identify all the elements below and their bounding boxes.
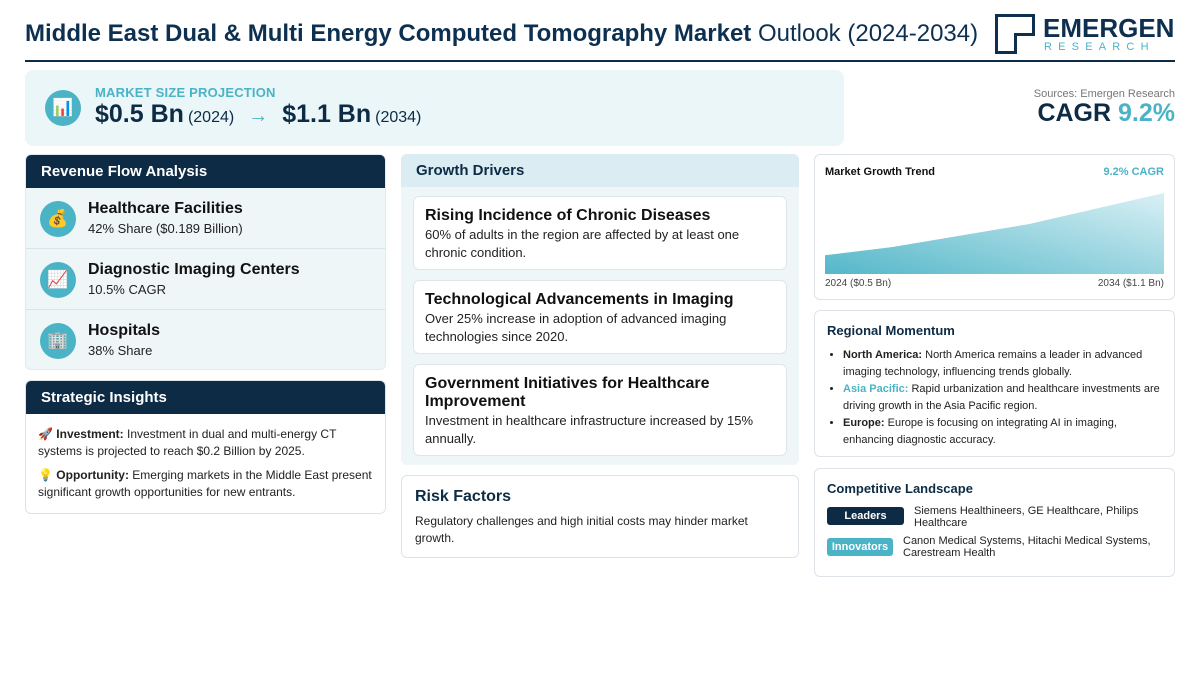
insight-label: Investment: xyxy=(56,427,124,441)
revenue-item: 📈 Diagnostic Imaging Centers 10.5% CAGR xyxy=(26,249,385,310)
revenue-item-sub: 10.5% CAGR xyxy=(88,282,167,297)
end-year: (2034) xyxy=(375,109,422,126)
market-growth-trend-card: Market Growth Trend 9.2% CAGR 2024 ($0.5… xyxy=(814,154,1175,300)
trend-end-label: 2034 ($1.1 Bn) xyxy=(1097,278,1164,289)
revenue-item-title: Hospitals xyxy=(88,322,161,339)
region-text: Europe is focusing on integrating AI in … xyxy=(843,417,1117,446)
driver-card: Technological Advancements in Imaging Ov… xyxy=(413,280,787,354)
revenue-item-sub: 42% Share ($0.189 Billion) xyxy=(88,221,243,236)
start-year: (2024) xyxy=(187,109,235,126)
insight-item: 💡 Opportunity: Emerging markets in the M… xyxy=(38,467,373,501)
region-name: Asia Pacific: xyxy=(843,383,909,395)
driver-desc: Investment in healthcare infrastructure … xyxy=(425,413,754,446)
revenue-item-title: Diagnostic Imaging Centers xyxy=(88,261,300,278)
bar-chart-icon: 📊 xyxy=(45,90,81,126)
chart-up-icon: 📈 xyxy=(40,262,76,298)
growth-drivers-title: Growth Drivers xyxy=(401,154,799,187)
trend-start-label: 2024 ($0.5 Bn) xyxy=(825,278,892,289)
start-value: $0.5 Bn xyxy=(95,100,184,128)
driver-title: Rising Incidence of Chronic Diseases xyxy=(425,207,711,224)
driver-card: Government Initiatives for Healthcare Im… xyxy=(413,364,787,456)
trend-area-chart xyxy=(825,193,1164,274)
insight-item: 🚀 Investment: Investment in dual and mul… xyxy=(38,426,373,460)
revenue-flow-title: Revenue Flow Analysis xyxy=(26,155,385,188)
lightbulb-icon: 💡 xyxy=(38,468,53,482)
arrow-right-icon: → xyxy=(248,105,269,127)
market-size-projection: 📊 MARKET SIZE PROJECTION $0.5 Bn (2024) → $… xyxy=(25,70,844,146)
rocket-icon: 🚀 xyxy=(38,427,53,441)
regional-momentum-card: Regional Momentum North America: North A… xyxy=(814,310,1175,457)
projection-values: $0.5 Bn (2024) → $1.1 Bn (2034) xyxy=(95,100,421,129)
revenue-item-title: Healthcare Facilities xyxy=(88,200,243,217)
logo-word: EMERGEN xyxy=(1043,13,1175,43)
insight-label: Opportunity: xyxy=(56,468,129,482)
regional-title: Regional Momentum xyxy=(827,323,955,338)
end-value: $1.1 Bn xyxy=(282,100,372,128)
revenue-item: 🏢 Hospitals 38% Share xyxy=(26,310,385,369)
insight-text: Investment in dual and multi-energy CT s… xyxy=(38,427,337,458)
competitive-title: Competitive Landscape xyxy=(827,481,973,496)
logo-mark-icon xyxy=(995,14,1035,54)
projection-label: MARKET SIZE PROJECTION xyxy=(95,85,276,100)
revenue-flow-card: Revenue Flow Analysis 💰 Healthcare Facil… xyxy=(25,154,386,370)
trend-cagr: 9.2% CAGR xyxy=(1103,166,1164,178)
region-name: North America: xyxy=(843,349,923,361)
list-item: Europe: Europe is focusing on integratin… xyxy=(843,415,1162,448)
driver-desc: 60% of adults in the region are affected… xyxy=(425,227,740,260)
title-rest: Outlook (2024-2034) xyxy=(757,20,979,47)
strategic-insights-body: 🚀 Investment: Investment in dual and mul… xyxy=(26,414,385,513)
revenue-item-sub: 38% Share xyxy=(88,343,153,358)
strategic-insights-card: Strategic Insights 🚀 Investment: Investm… xyxy=(25,380,386,514)
driver-desc: Over 25% increase in adoption of advance… xyxy=(425,311,727,344)
building-icon: 🏢 xyxy=(40,323,76,359)
risk-factors-card: Risk Factors Regulatory challenges and h… xyxy=(401,475,799,558)
strategic-insights-title: Strategic Insights xyxy=(26,381,385,414)
title-bold: Middle East Dual & Multi Energy Computed… xyxy=(25,20,752,47)
innovators-badge: Innovators xyxy=(827,538,893,556)
cagr-display: CAGR 9.2% xyxy=(1037,99,1175,128)
list-item: North America: North America remains a l… xyxy=(843,347,1162,380)
cagr-label: CAGR xyxy=(1037,99,1112,127)
leaders-row: Leaders Siemens Healthineers, GE Healthc… xyxy=(827,505,1163,531)
innovators-row: Innovators Canon Medical Systems, Hitach… xyxy=(827,535,1163,561)
risk-desc: Regulatory challenges and high initial c… xyxy=(415,514,748,545)
trend-title: Market Growth Trend xyxy=(825,166,936,178)
leaders-badge: Leaders xyxy=(827,507,904,525)
revenue-item: 💰 Healthcare Facilities 42% Share ($0.18… xyxy=(26,188,385,249)
innovators-text: Canon Medical Systems, Hitachi Medical S… xyxy=(903,535,1151,559)
driver-title: Government Initiatives for Healthcare Im… xyxy=(425,375,710,410)
region-text: North America remains a leader in advanc… xyxy=(843,349,1143,378)
sources-text: Sources: Emergen Research xyxy=(1033,88,1175,100)
region-text: Rapid urbanization and healthcare invest… xyxy=(843,383,1160,412)
money-bag-icon: 💰 xyxy=(40,201,76,237)
regional-list: North America: North America remains a l… xyxy=(827,347,1162,448)
insight-text: Emerging markets in the Middle East pres… xyxy=(38,468,372,499)
trend-area-overlay xyxy=(825,193,1164,274)
competitive-landscape-card: Competitive Landscape Leaders Siemens He… xyxy=(814,468,1175,577)
driver-card: Rising Incidence of Chronic Diseases 60%… xyxy=(413,196,787,270)
driver-title: Technological Advancements in Imaging xyxy=(425,291,734,308)
leaders-text: Siemens Healthineers, GE Healthcare, Phi… xyxy=(914,505,1139,529)
page-title: Middle East Dual & Multi Energy Computed… xyxy=(25,20,978,48)
risk-title: Risk Factors xyxy=(415,488,512,505)
growth-drivers-panel: Growth Drivers Rising Incidence of Chron… xyxy=(401,154,799,465)
emergen-logo: EMERGEN RESEARCH xyxy=(995,14,1174,56)
logo-sub: RESEARCH xyxy=(1044,41,1155,53)
cagr-value: 9.2% xyxy=(1118,99,1175,127)
page-header: Middle East Dual & Multi Energy Computed… xyxy=(25,10,1175,62)
list-item: Asia Pacific: Rapid urbanization and hea… xyxy=(843,381,1162,414)
region-name: Europe: xyxy=(843,417,885,429)
